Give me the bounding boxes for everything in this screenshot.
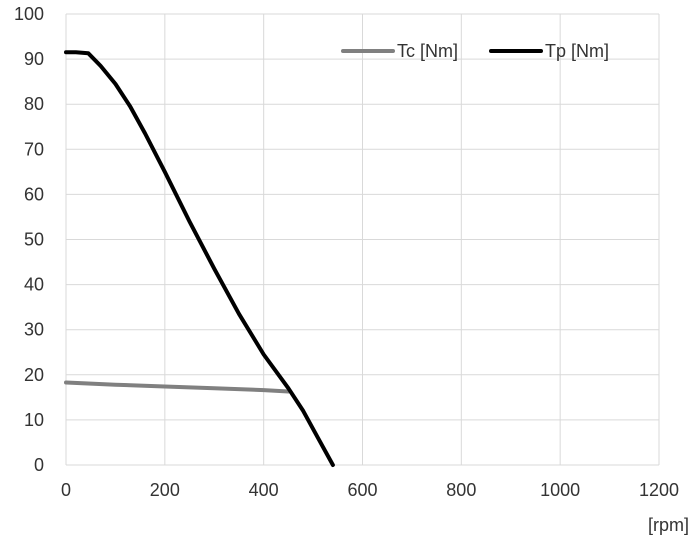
x-tick-label: 1200 [639, 480, 679, 500]
legend-label-2: Tp [Nm] [545, 41, 609, 61]
series-line-1 [64, 380, 291, 394]
y-tick-label: 0 [34, 455, 44, 475]
y-tick-label: 30 [24, 320, 44, 340]
x-tick-label: 0 [61, 480, 71, 500]
y-tick-label: 10 [24, 410, 44, 430]
x-tick-label: 400 [249, 480, 279, 500]
y-tick-label: 60 [24, 184, 44, 204]
x-tick-label: 200 [150, 480, 180, 500]
series-layer [64, 50, 335, 467]
legend-label-1: Tc [Nm] [397, 41, 458, 61]
y-axis-tick-labels: 0 10 20 30 40 50 60 70 80 90 100 [14, 4, 44, 475]
y-tick-label: 40 [24, 275, 44, 295]
series-line-2 [64, 50, 335, 467]
y-tick-label: 70 [24, 139, 44, 159]
y-tick-label: 80 [24, 94, 44, 114]
x-tick-label: 1000 [540, 480, 580, 500]
y-tick-label: 50 [24, 230, 44, 250]
x-axis-tick-labels: 0 200 400 600 800 1000 1200 [61, 480, 679, 500]
x-tick-label: 600 [347, 480, 377, 500]
y-tick-label: 20 [24, 365, 44, 385]
x-axis-label: [rpm] [648, 515, 689, 535]
legend: Tc [Nm] Tp [Nm] [341, 41, 609, 61]
grid [65, 13, 660, 466]
y-tick-label: 100 [14, 4, 44, 24]
y-tick-label: 90 [24, 49, 44, 69]
x-tick-label: 800 [446, 480, 476, 500]
